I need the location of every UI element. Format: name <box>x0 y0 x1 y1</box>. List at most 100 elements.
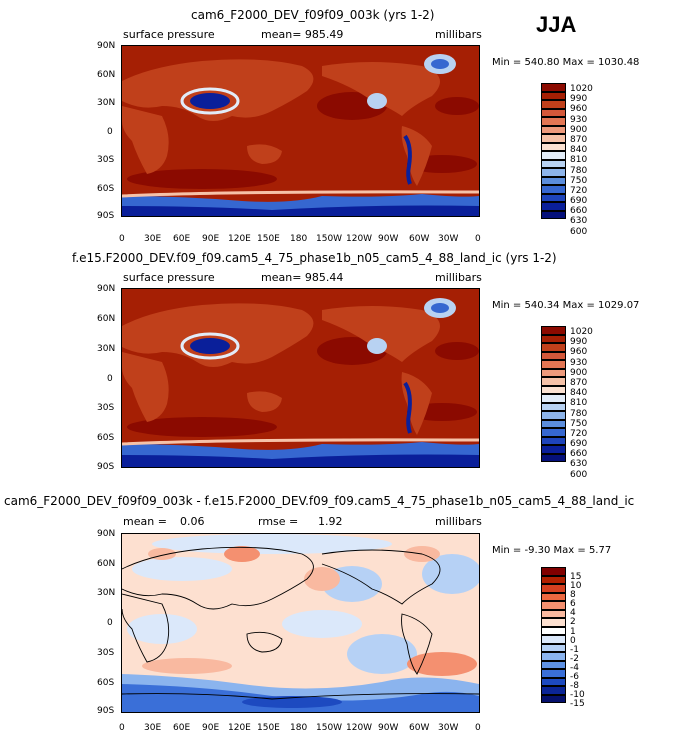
panel1-legend-label: 930 <box>570 114 588 125</box>
panel1-y-tick: 30N <box>97 98 116 108</box>
legend-swatch <box>541 436 566 445</box>
panel2-legend-label: 990 <box>570 337 588 348</box>
tibetan-plateau-low <box>190 93 230 109</box>
panel1-x-tick: 0 <box>475 234 481 244</box>
panel3-legend-label: -15 <box>570 699 585 710</box>
panel1-legend-label: 810 <box>570 155 588 166</box>
panel1-legend <box>541 83 566 219</box>
panel1-y-tick: 60S <box>97 184 115 194</box>
legend-swatch <box>541 326 566 335</box>
legend-swatch <box>541 575 566 584</box>
panel3-x-tick: 120W <box>346 723 373 733</box>
panel2-map <box>121 288 480 468</box>
africa-land <box>122 352 169 422</box>
panel3-x-tick: 120E <box>228 723 251 733</box>
legend-swatch <box>541 360 566 369</box>
panel1-x-tick: 0 <box>119 234 125 244</box>
panel2-y-tick: 0 <box>107 374 113 384</box>
panel2-legend-label: 750 <box>570 418 588 429</box>
panel3-y-tick: 30S <box>97 648 115 658</box>
panel2-y-tick: 60N <box>97 314 116 324</box>
legend-swatch <box>541 694 566 703</box>
panel3-y-tick: 90S <box>97 706 115 716</box>
panel3-y-tick: 60S <box>97 678 115 688</box>
legend-swatch <box>541 176 566 185</box>
panel1-legend-label: 660 <box>570 206 588 217</box>
legend-swatch <box>541 394 566 403</box>
panel3-map-svg <box>122 534 479 712</box>
legend-swatch <box>541 125 566 134</box>
legend-swatch <box>541 635 566 644</box>
legend-swatch <box>541 567 566 576</box>
panel1-x-tick: 150E <box>257 234 280 244</box>
diff-negative-region <box>347 634 417 674</box>
legend-swatch <box>541 185 566 194</box>
legend-swatch <box>541 652 566 661</box>
andes-low <box>403 134 412 185</box>
australia-coast <box>246 631 283 653</box>
diff-negative-region <box>422 554 479 594</box>
panel1-x-tick: 30W <box>438 234 459 244</box>
legend-swatch <box>541 686 566 695</box>
antarctica-core <box>122 205 479 216</box>
panel1-variable: surface pressure <box>123 28 215 41</box>
panel1-legend-label: 630 <box>570 216 588 227</box>
legend-swatch <box>541 151 566 160</box>
legend-swatch <box>541 159 566 168</box>
legend-swatch <box>541 402 566 411</box>
legend-swatch <box>541 428 566 437</box>
panel2-y-tick: 90S <box>97 462 115 472</box>
panel1-x-tick: 90W <box>378 234 399 244</box>
panel1-legend-label: 780 <box>570 165 588 176</box>
panel1-x-tick: 150W <box>316 234 343 244</box>
panel3-legend-label: -8 <box>570 681 579 692</box>
panel2-legend-label: 1020 <box>570 327 593 337</box>
diff-negative-region <box>152 534 392 554</box>
panel3-legend-label: 1 <box>570 626 576 637</box>
legend-swatch <box>541 193 566 202</box>
diff-positive-region <box>224 546 260 562</box>
diff-negative-region <box>132 557 232 581</box>
panel3-legend <box>541 567 566 703</box>
panel3-legend-label: 6 <box>570 599 576 610</box>
tibetan-plateau-edge <box>180 87 240 115</box>
legend-swatch <box>541 91 566 100</box>
greenland-core <box>431 303 449 313</box>
panel1-x-tick: 120W <box>346 234 373 244</box>
panel1-y-tick: 90N <box>97 41 116 51</box>
panel2-legend-label: 720 <box>570 428 588 439</box>
legend-swatch <box>541 168 566 177</box>
panel1-y-tick: 60N <box>97 70 116 80</box>
diff-positive-region <box>142 658 232 674</box>
panel3-units: millibars <box>435 515 482 528</box>
panel2-variable: surface pressure <box>123 271 215 284</box>
panel3-x-tick: 30E <box>144 723 162 733</box>
panel1-x-tick: 180 <box>290 234 308 244</box>
legend-swatch <box>541 134 566 143</box>
panel3-legend-label: -2 <box>570 653 579 664</box>
panel1-legend-label: 990 <box>570 94 588 105</box>
panel1-legend-label: 960 <box>570 104 588 115</box>
panel3-x-tick: 150W <box>316 723 343 733</box>
high-pressure-band <box>127 417 277 437</box>
legend-swatch <box>541 210 566 219</box>
panel2-map-svg <box>122 289 479 467</box>
legend-swatch <box>541 100 566 109</box>
panel2-legend-label: 960 <box>570 347 588 358</box>
panel2-legend-label: 780 <box>570 408 588 419</box>
panel2-y-tick: 60S <box>97 433 115 443</box>
panel3-legend-label: 8 <box>570 590 576 601</box>
panel3-x-tick: 60E <box>173 723 191 733</box>
panel3-legend-label: -6 <box>570 672 579 683</box>
diff-southern-min <box>242 696 342 708</box>
panel3-x-tick: 90E <box>202 723 220 733</box>
panel1-legend-labels: 1020 990 960 930 900 870 840 810 780 750… <box>570 84 593 237</box>
legend-swatch <box>541 377 566 386</box>
legend-swatch <box>541 669 566 678</box>
panel2-legend <box>541 326 566 462</box>
legend-swatch <box>541 592 566 601</box>
diff-negative-region <box>127 614 197 644</box>
panel3-title: cam6_F2000_DEV_f09f09_003k - f.e15.F2000… <box>4 494 635 508</box>
panel1-legend-label: 690 <box>570 196 588 207</box>
panel3-legend-label: 0 <box>570 635 576 646</box>
